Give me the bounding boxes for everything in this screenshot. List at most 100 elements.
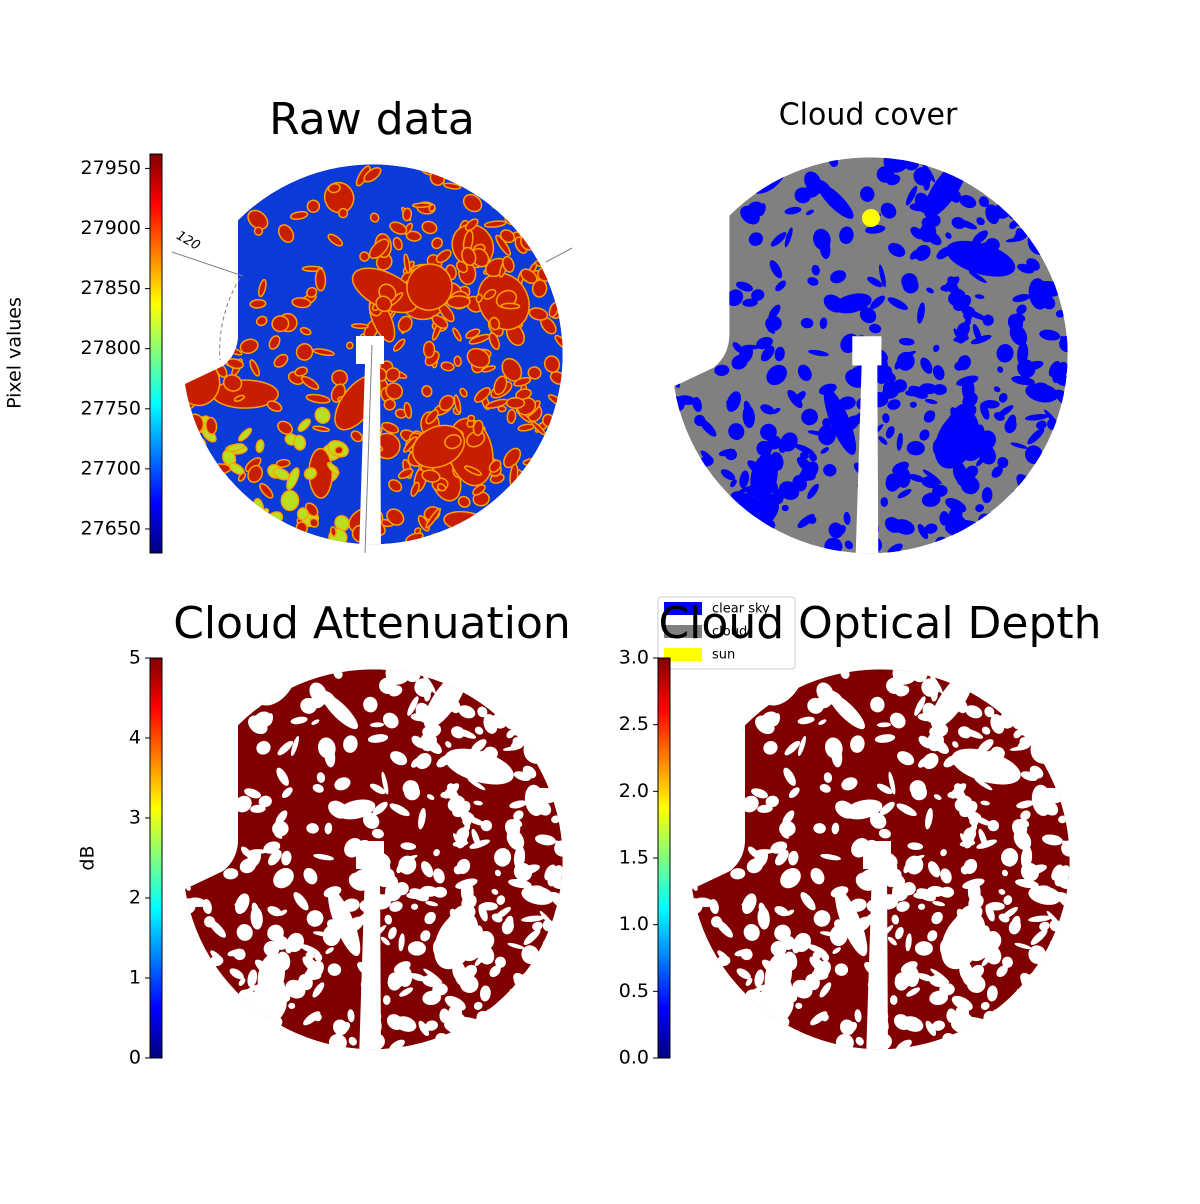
cloud-patch	[907, 842, 924, 851]
cloud-patch	[509, 988, 523, 1003]
cloud-patch	[1025, 705, 1033, 714]
cloud-patch	[977, 739, 994, 754]
cloud-patch	[914, 941, 933, 956]
cloud-patch	[271, 315, 290, 333]
cloud-patch	[1030, 175, 1046, 192]
cloud-patch	[831, 822, 840, 835]
cloud-patch	[681, 263, 694, 280]
cloud-patch	[528, 1006, 538, 1020]
cloud-patch	[385, 367, 401, 383]
cloud-patch	[954, 915, 969, 937]
cloud-patch	[519, 210, 527, 220]
cloud-patch	[303, 467, 318, 480]
cloud-patch	[878, 264, 886, 288]
cloud-patch	[467, 414, 476, 422]
cloud-patch	[1028, 915, 1052, 923]
cloud-patch	[381, 421, 400, 434]
cloud-patch	[220, 998, 227, 1006]
cloud-patch	[1039, 329, 1061, 341]
cloud-patch	[774, 346, 785, 362]
cloud-patch	[697, 738, 704, 753]
cloud-patch	[808, 349, 829, 357]
cloud-patch	[314, 952, 323, 962]
cloud-patch	[234, 795, 252, 813]
cloud-patch	[787, 389, 803, 409]
cloud-patch	[797, 364, 812, 382]
cloud-patch	[939, 511, 950, 526]
cloud-patch	[494, 906, 511, 920]
cloud-patch	[249, 359, 260, 377]
cloud-patch	[479, 985, 491, 1002]
cloud-patch	[286, 932, 304, 953]
cloud-patch	[488, 516, 504, 532]
cloud-patch	[727, 183, 745, 202]
cloud-patch	[434, 911, 479, 970]
cloud-patch	[986, 985, 998, 1002]
cloud-patch	[552, 437, 563, 449]
azimuth-line	[171, 251, 244, 277]
cloud-patch	[513, 376, 532, 387]
colorbar-tick-label: 2.0	[619, 780, 649, 802]
cloud-patch	[692, 1017, 699, 1035]
cloud-patch	[236, 924, 253, 941]
cloud-patch	[405, 230, 422, 242]
cloud-patch	[428, 203, 436, 212]
cloud-patch	[271, 532, 289, 545]
cloud-patch	[887, 297, 908, 310]
cloud-patch	[1048, 452, 1066, 475]
cloud-patch	[226, 443, 245, 453]
cloud-patch	[753, 982, 776, 992]
cloud-patch	[1040, 692, 1049, 703]
cloud-patch	[327, 963, 342, 976]
cloud-patch	[544, 507, 563, 516]
cloud-patch	[289, 210, 309, 220]
cloud-patch	[914, 696, 926, 716]
cloud-patch	[398, 933, 405, 952]
cloud-patch	[980, 800, 990, 806]
cloud-patch	[1017, 205, 1030, 212]
cloud-patch	[505, 397, 526, 409]
cloud-patch	[425, 507, 442, 529]
cloud-patch	[906, 441, 925, 456]
cloud-patch	[922, 753, 939, 770]
cloud-patch	[431, 314, 449, 329]
cloud-patch	[418, 1020, 430, 1036]
cloud-patch	[823, 772, 833, 783]
cloud-patch	[191, 950, 206, 963]
cloud-patch	[500, 302, 521, 310]
cloud-patch	[692, 1042, 697, 1050]
cloud-patch	[246, 849, 262, 868]
cloud-patch	[685, 192, 702, 205]
panel-title: Cloud Attenuation	[173, 598, 571, 649]
cloud-patch	[1046, 494, 1061, 509]
cloud-patch	[426, 794, 435, 801]
cloud-patch	[1045, 718, 1060, 733]
cloud-patch	[543, 952, 562, 974]
cloud-patch	[455, 878, 478, 890]
cloud-patch	[194, 520, 207, 537]
cloud-patch	[478, 904, 488, 922]
colorbar-tick-label: 1.5	[619, 847, 649, 869]
cloud-patch	[513, 165, 524, 173]
cloud-patch	[946, 1008, 957, 1023]
cloud-patch	[514, 715, 527, 722]
cloud-patch	[556, 924, 562, 941]
cloud-patch	[1016, 988, 1030, 1003]
cloud-patch	[555, 1004, 563, 1012]
cloud-patch	[390, 751, 408, 766]
cloud-patch	[978, 242, 994, 258]
cloud-patch	[880, 202, 897, 219]
cloud-patch	[754, 969, 765, 988]
cloud-patch	[724, 448, 737, 461]
cloud-patch	[523, 1015, 542, 1028]
cloud-patch	[972, 938, 985, 958]
cloud-patch	[1056, 992, 1068, 1004]
cloud-patch	[1056, 778, 1069, 786]
cloud-patch	[1046, 965, 1070, 1012]
cloud-patch	[720, 469, 736, 481]
cloud-patch	[494, 869, 501, 877]
cloud-patch	[1062, 840, 1070, 854]
cloud-patch	[306, 286, 318, 298]
cloud-patch	[768, 304, 781, 320]
cloud-patch	[682, 539, 691, 548]
